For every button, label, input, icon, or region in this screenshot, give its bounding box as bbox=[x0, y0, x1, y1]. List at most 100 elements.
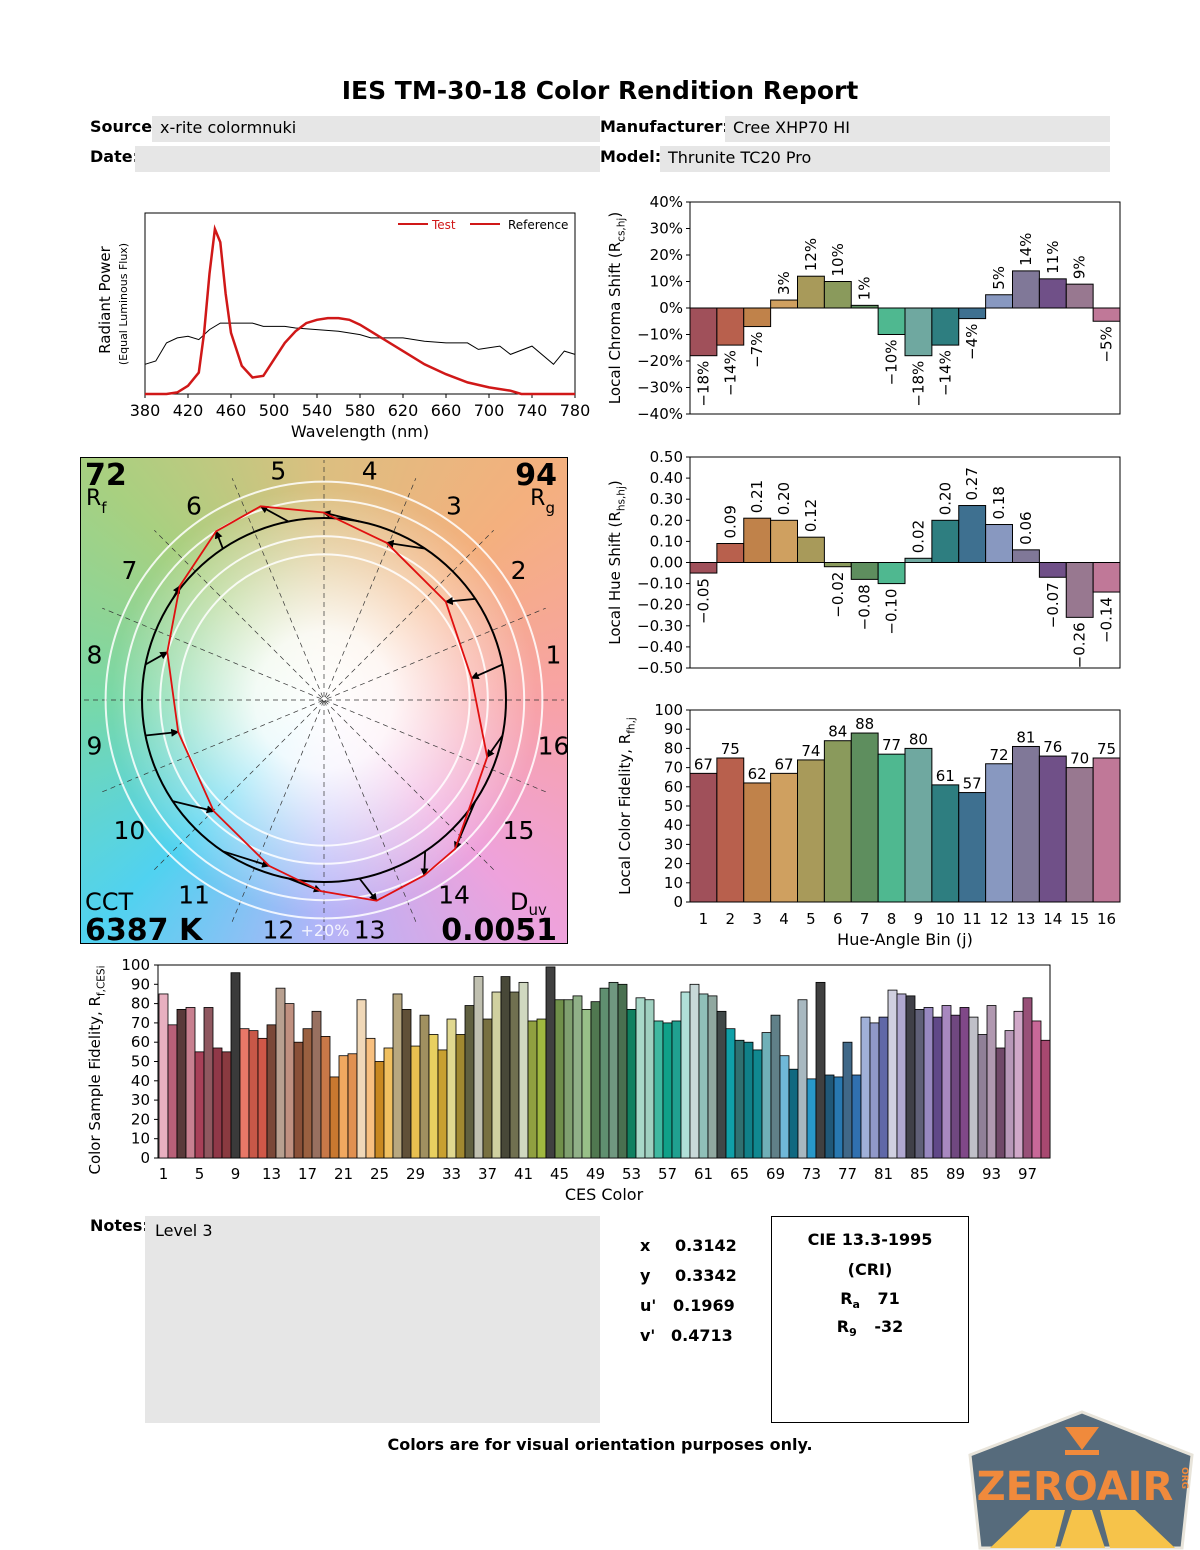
ces-bar bbox=[977, 1034, 988, 1159]
local-fidelity-x-tick-label: 16 bbox=[1097, 910, 1116, 928]
rf-label-main: R bbox=[86, 486, 101, 511]
chroma-shift-y-tick-label: −30% bbox=[637, 379, 683, 397]
ces-x-tick-label: 89 bbox=[946, 1165, 965, 1183]
rg-label-sub: g bbox=[545, 499, 555, 517]
ces-bar bbox=[284, 1003, 295, 1159]
ces-x-tick-label: 5 bbox=[195, 1165, 205, 1183]
ces-bar bbox=[563, 999, 574, 1159]
spectrum-x-tick-label: 700 bbox=[474, 401, 505, 420]
ces-x-tick-label: 69 bbox=[766, 1165, 785, 1183]
chroma-shift-y-axis-label-sub: cs,hj bbox=[616, 218, 628, 242]
ces-bar bbox=[167, 1024, 178, 1159]
hue-bin-label: 11 bbox=[178, 881, 210, 910]
shift-arrow bbox=[420, 851, 429, 877]
date-label: Date: bbox=[90, 147, 139, 166]
hue-shift-bar-label: −0.14 bbox=[1098, 597, 1116, 643]
hue-shift-bar-label: 0.20 bbox=[936, 482, 954, 515]
ces-bar bbox=[491, 991, 502, 1159]
ces-x-tick-label: 17 bbox=[298, 1165, 317, 1183]
chroma-shift-bar bbox=[770, 299, 798, 309]
local-fidelity-y-tick-label: 0 bbox=[673, 893, 683, 911]
cct-value: 6387 K bbox=[85, 913, 204, 948]
hue-shift-bar bbox=[770, 519, 798, 563]
hue-bin-label: 13 bbox=[354, 916, 386, 945]
ces-bar bbox=[941, 1005, 952, 1159]
cri-subtitle: (CRI) bbox=[847, 1260, 893, 1279]
hue-shift-y-tick-label: −0.20 bbox=[637, 596, 683, 614]
ces-bar bbox=[743, 1041, 754, 1159]
ces-x-tick-label: 9 bbox=[231, 1165, 241, 1183]
rg-value: 94 bbox=[515, 458, 557, 493]
rf-label: Rf bbox=[86, 486, 107, 517]
ces-bar bbox=[527, 1020, 538, 1159]
ces-bar bbox=[500, 976, 511, 1159]
hue-shift-bar bbox=[1012, 549, 1040, 564]
spectrum-x-tick-label: 580 bbox=[345, 401, 376, 420]
local-fidelity-bar bbox=[823, 740, 852, 903]
local-fidelity-bar-label: 80 bbox=[909, 730, 928, 748]
ces-bar bbox=[509, 991, 520, 1159]
cri-ra-label: R bbox=[840, 1289, 853, 1308]
ces-bar bbox=[374, 1061, 385, 1159]
ces-x-tick-label: 33 bbox=[442, 1165, 461, 1183]
ces-bar bbox=[176, 1008, 187, 1159]
report-title: IES TM-30-18 Color Rendition Report bbox=[341, 76, 859, 105]
ces-bar bbox=[995, 1047, 1006, 1159]
ces-x-tick-label: 45 bbox=[550, 1165, 569, 1183]
hue-bin-label: 7 bbox=[121, 556, 137, 585]
ces-bar bbox=[212, 1047, 223, 1159]
local-fidelity-x-tick-label: 12 bbox=[990, 910, 1009, 928]
shift-arrow bbox=[222, 850, 271, 868]
ces-y-tick-label: 80 bbox=[131, 995, 150, 1013]
ces-bar bbox=[779, 1055, 790, 1159]
ces-y-tick-label: 0 bbox=[140, 1149, 150, 1167]
test-polygon bbox=[166, 505, 489, 902]
chroma-shift-bar bbox=[958, 307, 987, 320]
hue-shift-bar bbox=[823, 562, 852, 568]
chroma-v-label: v' bbox=[640, 1326, 656, 1345]
shift-arrow bbox=[259, 505, 289, 523]
chroma-shift-bar bbox=[743, 307, 772, 328]
rg-label: Rg bbox=[530, 486, 555, 517]
hue-shift-y-tick-label: −0.30 bbox=[637, 617, 683, 635]
ces-bar bbox=[320, 1036, 331, 1159]
chroma-x-value: 0.3142 bbox=[675, 1236, 737, 1255]
local-fidelity-x-tick-label: 14 bbox=[1043, 910, 1062, 928]
chroma-shift-bar-label: 14% bbox=[1017, 233, 1035, 266]
ces-x-tick-label: 53 bbox=[622, 1165, 641, 1183]
shift-arrow bbox=[486, 734, 504, 758]
zeroair-logo-watermark: ZEROAIR ORG bbox=[968, 1410, 1194, 1550]
hue-bin-label: 14 bbox=[438, 881, 470, 910]
logo-text: ZEROAIR bbox=[977, 1464, 1174, 1510]
spectrum-x-tick-label: 780 bbox=[560, 401, 591, 420]
ces-bar bbox=[788, 1068, 799, 1159]
logo-ray-left bbox=[990, 1510, 1065, 1548]
ces-bar bbox=[671, 1020, 682, 1159]
hue-shift-y-tick-label: 0.00 bbox=[650, 554, 683, 572]
spectrum-x-tick-label: 500 bbox=[259, 401, 290, 420]
ces-bar bbox=[419, 1014, 430, 1159]
ces-bar bbox=[725, 1028, 736, 1159]
hue-shift-bar bbox=[931, 519, 960, 563]
spectrum-plot-frame bbox=[144, 212, 576, 395]
ces-bar bbox=[446, 1018, 457, 1159]
chroma-shift-bar bbox=[1092, 307, 1121, 322]
chroma-shift-bar bbox=[823, 281, 852, 309]
ces-bar bbox=[959, 1007, 970, 1159]
ces-bar bbox=[599, 987, 610, 1159]
footer-note: Colors are for visual orientation purpos… bbox=[387, 1435, 813, 1454]
chroma-shift-y-axis-label-main: Local Chroma Shift (R bbox=[606, 242, 624, 404]
local-fidelity-bar bbox=[1012, 745, 1040, 903]
hue-shift-bar bbox=[716, 543, 745, 564]
chroma-shift-bar-label: −7% bbox=[748, 332, 766, 368]
ces-bar bbox=[824, 1074, 835, 1159]
cri-r9-label: R bbox=[836, 1317, 850, 1337]
chroma-x-label: x bbox=[640, 1236, 651, 1255]
chroma-ring bbox=[159, 535, 489, 865]
chroma-shift-y-tick-label: 40% bbox=[650, 193, 683, 211]
ces-bar bbox=[626, 1008, 637, 1159]
ces-bar bbox=[329, 1076, 340, 1159]
manufacturer-field: Cree XHP70 HI bbox=[725, 116, 1110, 142]
local-fidelity-bar bbox=[1038, 755, 1067, 903]
ces-y-axis-label: Color Sample Fidelity, Rf,CESi bbox=[86, 965, 108, 1174]
